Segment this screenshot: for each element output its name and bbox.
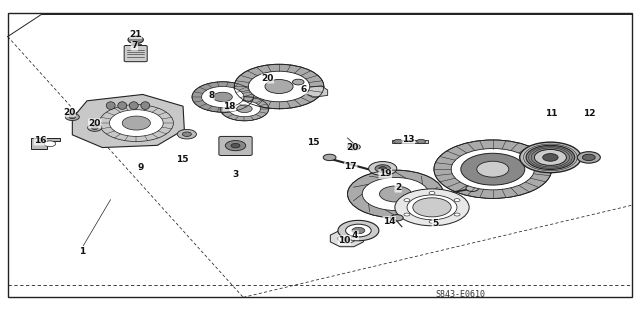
- Circle shape: [237, 105, 252, 113]
- Circle shape: [292, 79, 304, 85]
- Circle shape: [338, 234, 356, 243]
- Text: S843-E0610: S843-E0610: [436, 290, 486, 299]
- Ellipse shape: [129, 102, 138, 109]
- Text: 8: 8: [208, 91, 214, 100]
- Text: 13: 13: [402, 135, 415, 144]
- Circle shape: [182, 132, 191, 136]
- Circle shape: [472, 159, 513, 179]
- Circle shape: [346, 224, 371, 237]
- Circle shape: [379, 167, 387, 170]
- Text: 6: 6: [301, 85, 307, 94]
- Text: 17: 17: [344, 162, 357, 171]
- Text: 12: 12: [582, 109, 595, 118]
- Ellipse shape: [118, 102, 127, 109]
- Circle shape: [92, 126, 98, 129]
- Circle shape: [228, 101, 260, 117]
- Text: 20: 20: [346, 143, 358, 152]
- Circle shape: [69, 115, 76, 119]
- Circle shape: [351, 145, 357, 149]
- Circle shape: [461, 153, 525, 185]
- Circle shape: [429, 191, 435, 194]
- Text: 19: 19: [379, 169, 392, 178]
- Text: 15: 15: [307, 138, 320, 147]
- Circle shape: [434, 140, 552, 198]
- Circle shape: [451, 149, 534, 190]
- Ellipse shape: [106, 102, 115, 109]
- Text: 15: 15: [176, 155, 189, 163]
- Polygon shape: [305, 86, 328, 97]
- Circle shape: [543, 154, 558, 161]
- Text: 1: 1: [79, 247, 85, 256]
- Circle shape: [454, 213, 460, 216]
- Circle shape: [395, 189, 469, 226]
- Circle shape: [429, 220, 435, 223]
- Circle shape: [177, 129, 196, 139]
- Circle shape: [234, 64, 324, 109]
- Circle shape: [122, 116, 150, 130]
- Polygon shape: [392, 140, 428, 143]
- Text: 9: 9: [138, 163, 144, 172]
- Circle shape: [99, 105, 173, 142]
- Text: 16: 16: [34, 136, 47, 145]
- Text: 14: 14: [383, 217, 396, 225]
- Text: 7: 7: [131, 41, 138, 50]
- Circle shape: [220, 97, 269, 121]
- FancyBboxPatch shape: [219, 136, 252, 156]
- Ellipse shape: [141, 102, 150, 109]
- Circle shape: [128, 36, 143, 44]
- Circle shape: [213, 92, 232, 102]
- Circle shape: [380, 186, 412, 202]
- Circle shape: [348, 170, 444, 218]
- Circle shape: [323, 154, 336, 161]
- Circle shape: [404, 199, 410, 202]
- Circle shape: [582, 154, 595, 161]
- Polygon shape: [330, 230, 364, 247]
- Circle shape: [477, 161, 509, 177]
- Text: 18: 18: [223, 102, 236, 111]
- Circle shape: [342, 236, 351, 241]
- Text: 20: 20: [88, 119, 101, 128]
- Circle shape: [526, 145, 575, 169]
- Circle shape: [369, 162, 397, 176]
- Circle shape: [352, 227, 365, 234]
- Circle shape: [265, 80, 293, 93]
- Circle shape: [338, 220, 379, 241]
- Text: 5: 5: [432, 219, 438, 228]
- Circle shape: [44, 141, 56, 147]
- Circle shape: [404, 213, 410, 216]
- Text: 11: 11: [545, 109, 558, 118]
- Polygon shape: [72, 94, 184, 148]
- Text: 10: 10: [338, 236, 351, 245]
- Circle shape: [362, 177, 429, 211]
- Circle shape: [577, 152, 600, 163]
- Circle shape: [390, 215, 403, 221]
- Text: 20: 20: [261, 74, 274, 83]
- Circle shape: [394, 139, 403, 144]
- Circle shape: [520, 142, 581, 173]
- Circle shape: [417, 139, 426, 144]
- Circle shape: [534, 149, 566, 165]
- Circle shape: [248, 71, 310, 102]
- Circle shape: [454, 199, 460, 202]
- Circle shape: [231, 143, 240, 148]
- Circle shape: [88, 124, 102, 131]
- Polygon shape: [31, 138, 60, 149]
- Circle shape: [348, 144, 360, 150]
- Text: 3: 3: [232, 170, 239, 179]
- Circle shape: [413, 198, 451, 217]
- Text: 20: 20: [63, 108, 76, 117]
- Circle shape: [202, 86, 244, 107]
- Text: 21: 21: [129, 30, 142, 38]
- Circle shape: [192, 82, 253, 112]
- FancyBboxPatch shape: [124, 45, 147, 62]
- Text: 4: 4: [352, 231, 358, 240]
- Text: 2: 2: [395, 183, 401, 192]
- Circle shape: [375, 165, 390, 172]
- Circle shape: [65, 114, 79, 121]
- Bar: [8, 13, 632, 297]
- Circle shape: [466, 185, 479, 191]
- Circle shape: [225, 141, 246, 151]
- Circle shape: [407, 195, 457, 220]
- Circle shape: [109, 110, 163, 136]
